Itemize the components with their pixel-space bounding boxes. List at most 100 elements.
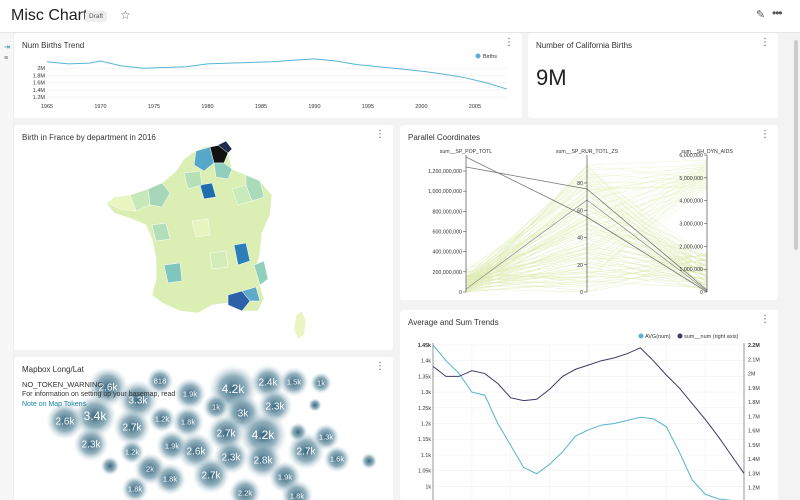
cluster-glow [323, 445, 351, 473]
axis-tick-label: 2,000,000 [679, 244, 703, 250]
y-tick-label: 1.2M [33, 95, 46, 101]
card-avg-sum-trends: Average and Sum Trends ⋮ 9501k1.05k1.1k1… [400, 310, 778, 500]
department-region [217, 140, 233, 154]
france-choropleth-map[interactable] [14, 125, 393, 350]
card-menu-icon[interactable]: ⋮ [760, 129, 770, 140]
cluster-label: 1.9k [165, 442, 179, 451]
axis-tick-label: 3,000,000 [679, 222, 703, 228]
status-badge[interactable]: Draft [85, 11, 108, 22]
parallel-coordinates-chart[interactable]: sum__SP_POP_TOTL sum__SP_RUR_TOTL_ZS sum__… [400, 125, 778, 300]
cluster-label: 1.6k [330, 455, 344, 464]
cluster-label: 2.7k [217, 429, 237, 440]
avg-series-line [432, 344, 732, 500]
cluster-label: 2.2k [238, 489, 252, 498]
axis-tick-label: 4,000,000 [679, 199, 703, 205]
cluster-label: 2.3k [266, 402, 286, 413]
card-title: Average and Sum Trends [408, 318, 499, 327]
cluster-label: 818 [154, 377, 167, 386]
y-tick-label: 2M [37, 66, 45, 72]
legend-swatch [638, 333, 644, 339]
department-region [245, 174, 265, 202]
cluster-glow [202, 393, 230, 421]
axis-tick-label: 600,000,000 [433, 230, 463, 236]
card-france-map: Birth in France by department in 2016 ⋮ [14, 125, 393, 350]
y-tick-label: 1.6M [33, 81, 46, 87]
expand-icon[interactable]: ⇥ [4, 44, 10, 51]
axis-title: sum__SP_RUR_TOTL_ZS [556, 149, 619, 155]
right-tick-label: 1.5M [748, 443, 760, 449]
cluster-glow [113, 408, 151, 446]
cluster-glow [121, 475, 149, 500]
department-region [213, 162, 233, 180]
left-tick-label: 1k [425, 484, 431, 490]
cluster-glow [228, 476, 262, 500]
cluster-label: 4.2k [222, 382, 246, 396]
left-tick-label: 1.15k [418, 437, 431, 443]
token-warning: NO_TOKEN_WARNING [22, 380, 104, 389]
cluster-label: 1.5k [287, 378, 301, 387]
right-tick-label: 1.4M [748, 457, 760, 463]
cluster-label: 1k [212, 403, 220, 412]
right-tick-label: 1.2M [748, 486, 760, 492]
cluster-label: 1.8k [163, 475, 177, 484]
page-scrollbar[interactable] [794, 40, 798, 250]
x-tick-label: 1990 [308, 104, 320, 110]
left-tick-label: 1.05k [418, 469, 431, 475]
card-title: Number of California Births [536, 41, 633, 50]
right-tick-label: 2.2M [748, 343, 760, 349]
corsica [293, 310, 307, 340]
filter-icon[interactable]: ≡ [4, 55, 9, 62]
cluster-label: 2.6k [99, 383, 119, 394]
cluster-label: 1.2k [125, 448, 139, 457]
axis-tick-label: 800,000,000 [433, 209, 463, 215]
births-series-line [46, 58, 508, 90]
cluster-glow [173, 377, 207, 411]
right-tick-label: 1.6M [748, 429, 760, 435]
department-region [233, 242, 251, 266]
dashboard-header: Misc Charts Draft ☆ ✎ ••• [0, 0, 800, 33]
card-menu-icon[interactable]: ⋮ [375, 129, 385, 140]
x-tick-label: 2000 [415, 104, 427, 110]
cluster-label: 2.7k [297, 447, 317, 458]
cluster-glow [100, 456, 120, 476]
cluster-glow [46, 402, 84, 440]
axis-title: sum__SP_POP_TOTL [440, 149, 492, 155]
card-title: Parallel Coordinates [408, 133, 481, 142]
cluster-label: 3.3k [129, 396, 149, 407]
cluster-glow [148, 405, 176, 433]
left-tick-label: 1.25k [418, 406, 431, 412]
ellipsis-icon[interactable]: ••• [772, 6, 783, 20]
card-menu-icon[interactable]: ⋮ [760, 37, 770, 48]
card-menu-icon[interactable]: ⋮ [760, 314, 770, 325]
axis-tick-label: 1,000,000,000 [428, 189, 462, 195]
cluster-glow [192, 456, 230, 494]
legend-label: sum__num (right axis) [684, 334, 739, 340]
right-tick-label: 2M [748, 372, 755, 378]
cluster-glow [171, 405, 205, 439]
cluster-label: 1.3k [319, 433, 333, 442]
right-tick-label: 1.8M [748, 400, 760, 406]
cluster-glow [312, 423, 340, 451]
card-menu-icon[interactable]: ⋮ [375, 361, 385, 372]
axis-tick-label: 60 [577, 208, 583, 214]
pencil-icon[interactable]: ✎ [756, 9, 766, 21]
cluster-glow [288, 422, 308, 442]
cluster-glow [310, 372, 332, 394]
star-icon[interactable]: ☆ [120, 8, 131, 22]
cluster-label: 2.4k [259, 378, 279, 389]
y-tick-label: 1.4M [33, 88, 46, 94]
page-title: Misc Charts [11, 7, 96, 24]
filter-sidebar [0, 33, 14, 500]
department-region [151, 222, 171, 242]
avg-sum-line-chart[interactable]: 9501k1.05k1.1k1.15k1.2k1.25k1.3k1.35k1.4… [400, 310, 778, 500]
cluster-label: 2.6k [187, 447, 207, 458]
card-births-trend: Num Births Trend ⋮ 1.2M 1.4M 1.6M 1.8M 2M 196… [14, 33, 522, 118]
department-region [183, 170, 203, 190]
department-region [241, 286, 261, 302]
france-mainland [105, 144, 273, 314]
right-tick-label: 1.3M [748, 471, 760, 477]
card-menu-icon[interactable]: ⋮ [504, 37, 514, 48]
x-tick-label: 1970 [94, 104, 106, 110]
map-token-link[interactable]: Note on Map Tokens [22, 401, 87, 408]
